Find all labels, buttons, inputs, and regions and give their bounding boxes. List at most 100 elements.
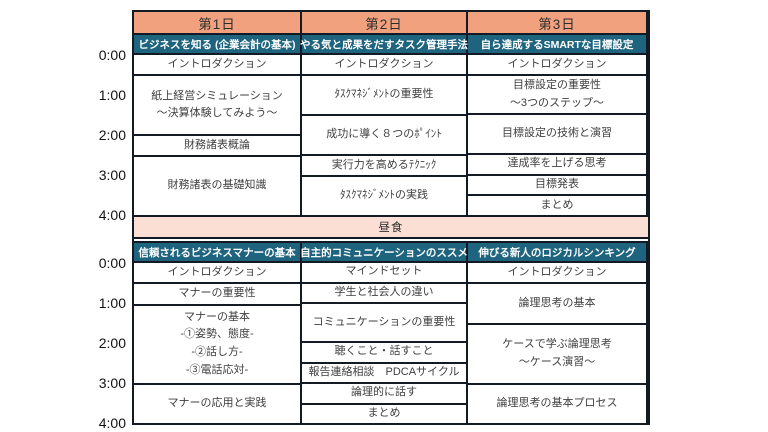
course-title: 自ら達成するSMARTな目標設定 — [468, 35, 646, 53]
afternoon-course-title-row: 信頼されるビジネスマナーの基本 自主的コミュニケーションのススメ 伸びる新人のロジカ… — [134, 243, 648, 261]
time-label: 1:00 — [98, 87, 126, 103]
session-line: 財務諸表概論 — [184, 138, 250, 151]
session-line: ﾀｽｸﾏﾈｼﾞﾒﾝﾄの重要性 — [334, 88, 434, 101]
time-label: 2:00 — [98, 335, 126, 351]
session-cell: まとめ — [468, 194, 646, 215]
session-line: イントロダクション — [167, 57, 267, 70]
session-cell: 論理思考の基本 — [468, 282, 646, 323]
session-cell: 成功に導く８つのﾎﾟｲﾝﾄ — [302, 114, 466, 154]
time-label: 1:00 — [98, 295, 126, 311]
session-line: 目標設定の技術と演習 — [502, 127, 612, 140]
course-title: ビジネスを知る (企業会計の基本) — [134, 35, 300, 53]
session-cell: ﾀｽｸﾏﾈｼﾞﾒﾝﾄの重要性 — [302, 74, 466, 114]
session-line: 達成率を上げる思考 — [507, 157, 607, 170]
session-line: -③電話応対- — [185, 363, 249, 376]
session-cell: イントロダクション — [134, 55, 300, 75]
session-cell: 達成率を上げる思考 — [468, 152, 646, 174]
session-cell: マナーの基本 -①姿勢、態度- -②話し方- -③電話応対- — [134, 303, 300, 383]
day-column: イントロダクション紙上経営シミュレーション ～決算体験してみよう～ 財務諸表概論財務… — [134, 55, 300, 215]
day-header: 第2日 — [302, 12, 466, 33]
session-cell: コミュニケーションの重要性 — [302, 302, 466, 341]
day-header-row: 第1日 第2日 第3日 — [134, 12, 648, 33]
day-column: イントロダクション 目標設定の重要性 ～3つのステップ～ 目標設定の技術と演習 達成率を… — [468, 55, 646, 215]
time-label: 0:00 — [98, 255, 126, 271]
session-line: 目標発表 — [535, 178, 579, 191]
session-line: -②話し方- — [191, 346, 243, 358]
session-line: 聴くこと・話すこと — [334, 345, 434, 358]
session-line: イントロダクション — [507, 265, 607, 278]
afternoon-schedule-grid: イントロダクション マナーの重要性 マナーの基本 -①姿勢、態度- -②話し方- -③電話… — [134, 263, 648, 423]
day-column: マインドセット 学生と社会人の違いコミュニケーションの重要性 聴くこと・話すこと報告… — [302, 263, 466, 423]
session-line: ～決算体験してみよう～ — [156, 107, 278, 120]
session-cell: 実行力を高めるﾃｸﾆｯｸ — [302, 154, 466, 175]
session-line: マナーの応用と実践 — [167, 396, 267, 409]
session-cell: 聴くこと・話すこと — [302, 341, 466, 362]
session-cell: 紙上経営シミュレーション ～決算体験してみよう～ — [134, 74, 300, 134]
session-line: マインドセット — [345, 265, 423, 278]
time-label: 3:00 — [98, 375, 126, 391]
session-cell: イントロダクション — [302, 55, 466, 74]
session-line: ～ケース演習～ — [518, 355, 596, 368]
day-header: 第3日 — [468, 12, 646, 33]
day-header: 第1日 — [134, 12, 300, 33]
course-title: やる気と成果をだすタスク管理手法 — [300, 35, 468, 53]
session-line: ケースで学ぶ論理思考 — [502, 338, 612, 351]
session-line: 紙上経営シミュレーション — [151, 89, 283, 102]
divider — [134, 239, 648, 241]
session-cell: マインドセット — [302, 263, 466, 282]
session-cell: 財務諸表の基礎知識 — [134, 155, 300, 215]
morning-schedule-grid: イントロダクション紙上経営シミュレーション ～決算体験してみよう～ 財務諸表概論財務… — [134, 55, 648, 215]
session-line: 学生と社会人の違い — [334, 285, 434, 298]
session-line: まとめ — [540, 198, 574, 211]
session-line: まとめ — [367, 406, 401, 419]
session-cell: まとめ — [302, 402, 466, 423]
session-line: 報告連絡相談 PDCAサイクル — [308, 365, 460, 378]
session-cell: マナーの応用と実践 — [134, 382, 300, 423]
session-line: 論理的に話す — [351, 386, 417, 399]
session-line: 論理思考の基本プロセス — [496, 396, 618, 409]
session-cell: 目標設定の重要性 ～3つのステップ～ — [468, 73, 646, 114]
day-column: イントロダクション 論理思考の基本ケースで学ぶ論理思考 ～ケース演習～ 論理思考の基本… — [468, 263, 646, 423]
session-cell: 財務諸表概論 — [134, 134, 300, 156]
schedule-table: 第1日 第2日 第3日 ビジネスを知る (企業会計の基本) やる気と成果をだすタスク管… — [132, 10, 650, 425]
session-cell: ケースで学ぶ論理思考 ～ケース演習～ — [468, 322, 646, 383]
session-line: 成功に導く８つのﾎﾟｲﾝﾄ — [326, 128, 442, 141]
session-line: 財務諸表の基礎知識 — [167, 179, 267, 192]
session-cell: 目標設定の技術と演習 — [468, 113, 646, 153]
session-cell: 報告連絡相談 PDCAサイクル — [302, 361, 466, 382]
course-title: 自主的コミュニケーションのススメ — [300, 243, 468, 261]
course-title: 信頼されるビジネスマナーの基本 — [134, 243, 300, 261]
day-column: イントロダクション マナーの重要性 マナーの基本 -①姿勢、態度- -②話し方- -③電話… — [134, 263, 300, 423]
session-line: マナーの重要性 — [178, 287, 256, 300]
session-cell: 論理思考の基本プロセス — [468, 382, 646, 423]
time-label: 4:00 — [98, 207, 126, 223]
session-line: イントロダクション — [334, 57, 434, 70]
session-cell: マナーの重要性 — [134, 282, 300, 304]
session-line: マナーの基本 — [184, 310, 250, 323]
session-line: ～3つのステップ～ — [509, 96, 605, 109]
course-title: 伸びる新人のロジカルシンキング — [468, 243, 646, 261]
day-column: イントロダクション ﾀｽｸﾏﾈｼﾞﾒﾝﾄの重要性 成功に導く８つのﾎﾟｲﾝﾄ 実行力を… — [302, 55, 466, 215]
session-line: 目標設定の重要性 — [513, 78, 601, 91]
morning-course-title-row: ビジネスを知る (企業会計の基本) やる気と成果をだすタスク管理手法 自ら達成するS… — [134, 35, 648, 53]
session-cell: 学生と社会人の違い — [302, 281, 466, 302]
session-line: 実行力を高めるﾃｸﾆｯｸ — [331, 158, 437, 171]
session-cell: 論理的に話す — [302, 382, 466, 403]
session-cell: イントロダクション — [134, 263, 300, 283]
session-line: ﾀｽｸﾏﾈｼﾞﾒﾝﾄの実践 — [340, 189, 428, 202]
time-label: 0:00 — [98, 47, 126, 63]
session-cell: イントロダクション — [468, 263, 646, 283]
time-label: 3:00 — [98, 167, 126, 183]
session-cell: ﾀｽｸﾏﾈｼﾞﾒﾝﾄの実践 — [302, 175, 466, 215]
session-line: -①姿勢、態度- — [180, 328, 254, 341]
time-label: 2:00 — [98, 127, 126, 143]
session-line: イントロダクション — [167, 265, 267, 278]
session-line: コミュニケーションの重要性 — [312, 315, 456, 328]
session-cell: イントロダクション — [468, 55, 646, 74]
lunch-row: 昼食 — [134, 217, 648, 237]
session-cell: 目標発表 — [468, 173, 646, 195]
session-line: イントロダクション — [507, 57, 607, 70]
session-line: 論理思考の基本 — [518, 296, 596, 309]
time-label: 4:00 — [98, 415, 126, 431]
